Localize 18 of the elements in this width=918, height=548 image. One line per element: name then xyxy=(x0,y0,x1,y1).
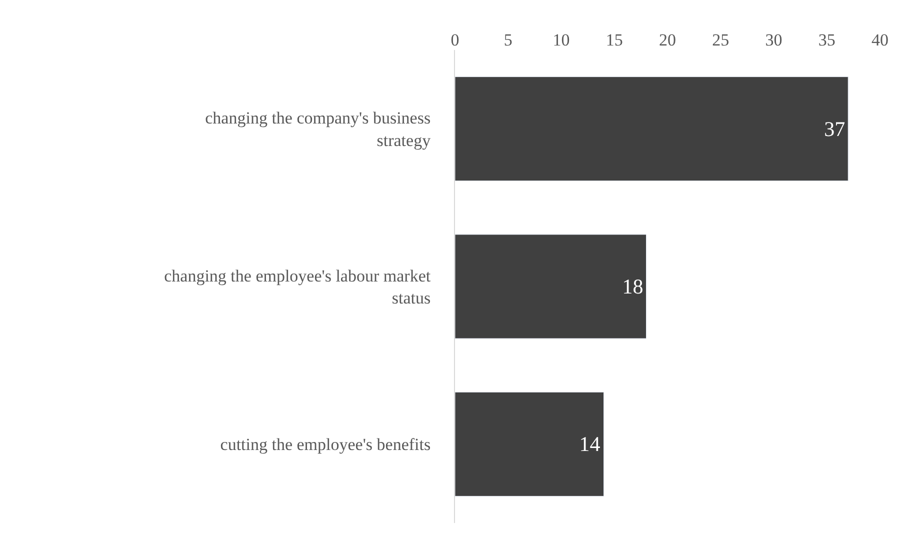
x-tick-label: 40 xyxy=(872,30,888,50)
x-tick-label: 35 xyxy=(818,30,836,50)
x-tick-label: 30 xyxy=(765,30,782,50)
x-tick-label: 20 xyxy=(659,30,676,50)
data-label: 14 xyxy=(579,432,601,456)
data-label: 37 xyxy=(824,116,846,141)
y-tick-label: changing the company's business strategy xyxy=(205,108,432,150)
x-tick-label: 0 xyxy=(450,30,460,50)
data-label: 18 xyxy=(622,274,644,298)
bar xyxy=(455,392,604,496)
x-tick-label: 15 xyxy=(606,30,623,50)
y-tick-label: cutting the employee's benefits xyxy=(220,435,431,454)
x-tick-label: 5 xyxy=(504,30,512,50)
y-tick-label: changing the employee's labour market status xyxy=(164,266,431,308)
x-tick-label: 10 xyxy=(552,30,570,50)
bar xyxy=(455,76,848,182)
bar xyxy=(455,234,646,339)
x-tick-label: 25 xyxy=(712,30,730,50)
